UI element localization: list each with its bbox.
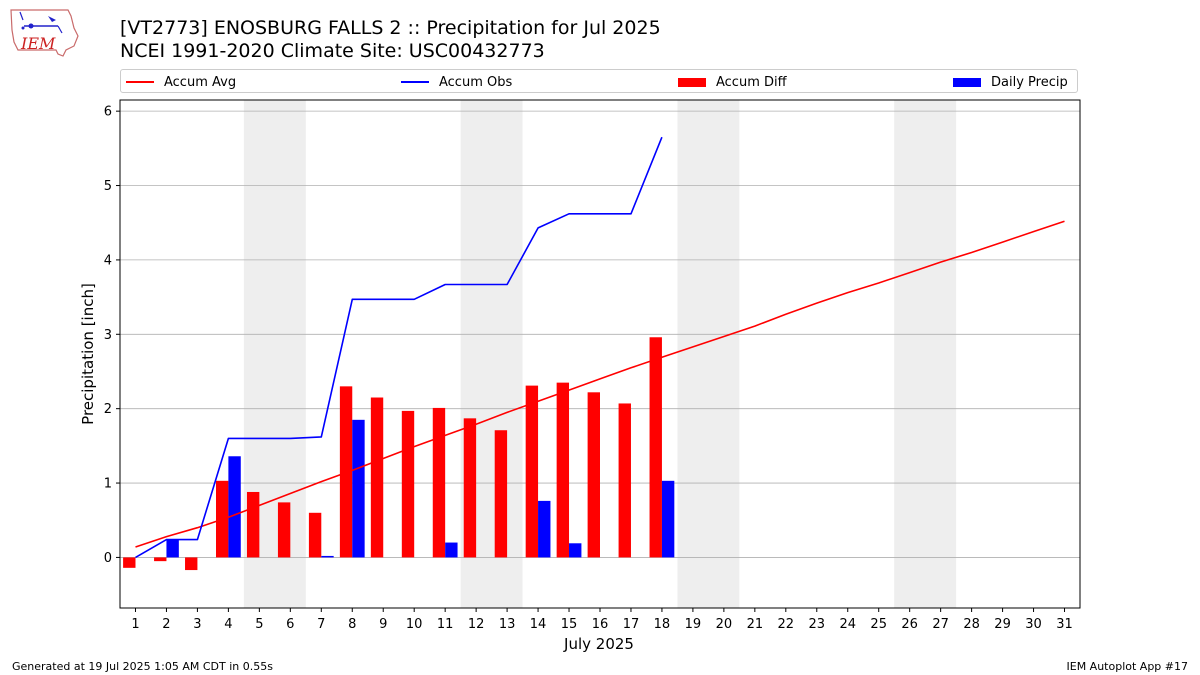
- legend-swatch-accum-diff: [678, 77, 706, 87]
- generated-timestamp: Generated at 19 Jul 2025 1:05 AM CDT in …: [12, 660, 273, 673]
- x-tick-label-27: 27: [932, 617, 949, 632]
- bar-accum-diff-day-15: [556, 382, 570, 558]
- legend-item-accum-diff: Accum Diff: [678, 73, 787, 91]
- x-tick-label-10: 10: [406, 617, 423, 632]
- bar-accum-diff-day-10: [401, 410, 415, 558]
- x-tick-label-21: 21: [747, 617, 764, 632]
- chart-subtitle: NCEI 1991-2020 Climate Site: USC00432773: [120, 40, 545, 62]
- y-tick-label-3: 3: [104, 328, 112, 343]
- line-accum-avg: [135, 220, 1065, 548]
- x-tick-label-26: 26: [901, 617, 918, 632]
- y-tick-label-2: 2: [104, 402, 112, 417]
- x-tick-label-9: 9: [379, 617, 387, 632]
- bar-accum-diff-day-2: [154, 557, 167, 562]
- bar-accum-diff-day-6: [277, 502, 291, 558]
- bar-daily-precip-day-4: [228, 456, 241, 558]
- x-tick-label-25: 25: [870, 617, 887, 632]
- x-tick-label-14: 14: [530, 617, 547, 632]
- bar-daily-precip-day-2: [166, 539, 179, 558]
- legend-swatch-daily-precip: [953, 77, 981, 87]
- x-tick-label-16: 16: [592, 617, 609, 632]
- legend-item-daily-precip: Daily Precip: [953, 73, 1068, 91]
- x-tick-label-6: 6: [286, 617, 294, 632]
- x-tick-label-11: 11: [437, 617, 454, 632]
- legend-swatch-accum-obs: [401, 81, 429, 83]
- legend-label-daily-precip: Daily Precip: [991, 74, 1068, 90]
- app-credit: IEM Autoplot App #17: [1066, 660, 1189, 673]
- bar-daily-precip-day-18: [661, 480, 675, 558]
- x-tick-label-17: 17: [623, 617, 640, 632]
- iem-logo-icon: IEM: [10, 9, 79, 57]
- bar-daily-precip-day-15: [569, 543, 582, 558]
- x-tick-label-23: 23: [809, 617, 826, 632]
- x-axis-label: July 2025: [563, 635, 634, 653]
- bar-accum-diff-day-3: [185, 557, 198, 571]
- bar-accum-diff-day-1: [123, 557, 136, 568]
- legend-label-accum-obs: Accum Obs: [439, 74, 513, 90]
- y-tick-label-0: 0: [104, 551, 112, 566]
- weekend-shading-26-27: [894, 100, 957, 608]
- logo-text: IEM: [20, 34, 56, 53]
- x-tick-label-29: 29: [994, 617, 1011, 632]
- x-tick-label-18: 18: [654, 617, 671, 632]
- bar-accum-diff-day-11: [432, 407, 446, 558]
- bar-accum-diff-day-9: [370, 397, 384, 558]
- x-tick-label-30: 30: [1025, 617, 1042, 632]
- line-accum-obs: [135, 136, 663, 559]
- x-tick-label-22: 22: [778, 617, 795, 632]
- x-tick-label-8: 8: [348, 617, 356, 632]
- bar-accum-diff-day-5: [246, 491, 260, 558]
- legend-swatch-accum-avg: [126, 81, 154, 83]
- bar-daily-precip-day-7: [321, 555, 334, 558]
- x-tick-label-3: 3: [193, 617, 201, 632]
- bar-accum-diff-day-13: [494, 430, 508, 558]
- y-tick-label-6: 6: [104, 105, 112, 120]
- x-tick-label-13: 13: [499, 617, 516, 632]
- x-tick-label-7: 7: [317, 617, 325, 632]
- y-tick-label-1: 1: [104, 477, 112, 492]
- legend-item-accum-avg: Accum Avg: [126, 73, 236, 91]
- x-tick-label-20: 20: [716, 617, 733, 632]
- y-axis-label: Precipitation [inch]: [79, 283, 97, 425]
- x-tick-label-1: 1: [131, 617, 139, 632]
- x-tick-label-2: 2: [162, 617, 170, 632]
- legend-item-accum-obs: Accum Obs: [401, 73, 512, 91]
- x-tick-label-15: 15: [561, 617, 578, 632]
- y-tick-label-5: 5: [104, 179, 112, 194]
- weekend-shading-19-20: [677, 100, 740, 608]
- x-tick-label-12: 12: [468, 617, 485, 632]
- bar-accum-diff-day-17: [618, 403, 631, 558]
- chart-title: [VT2773] ENOSBURG FALLS 2 :: Precipitati…: [120, 17, 661, 39]
- legend-label-accum-diff: Accum Diff: [716, 74, 787, 90]
- chart-legend: Accum Avg Accum Obs Accum Diff Daily Pre…: [120, 69, 1078, 93]
- y-tick-label-4: 4: [104, 253, 112, 268]
- bar-accum-diff-day-7: [308, 512, 322, 558]
- bar-daily-precip-day-8: [352, 419, 365, 558]
- x-tick-label-5: 5: [255, 617, 263, 632]
- bar-accum-diff-day-14: [525, 385, 539, 558]
- bar-daily-precip-day-14: [538, 500, 551, 558]
- x-tick-label-19: 19: [685, 617, 702, 632]
- bar-accum-diff-day-18: [649, 337, 662, 558]
- x-tick-label-4: 4: [224, 617, 232, 632]
- x-tick-label-31: 31: [1056, 617, 1073, 632]
- x-tick-label-28: 28: [963, 617, 980, 632]
- x-tick-label-24: 24: [839, 617, 856, 632]
- bar-accum-diff-day-12: [463, 418, 477, 558]
- legend-label-accum-avg: Accum Avg: [164, 74, 237, 90]
- bar-accum-diff-day-16: [587, 392, 600, 558]
- bar-daily-precip-day-11: [445, 542, 458, 558]
